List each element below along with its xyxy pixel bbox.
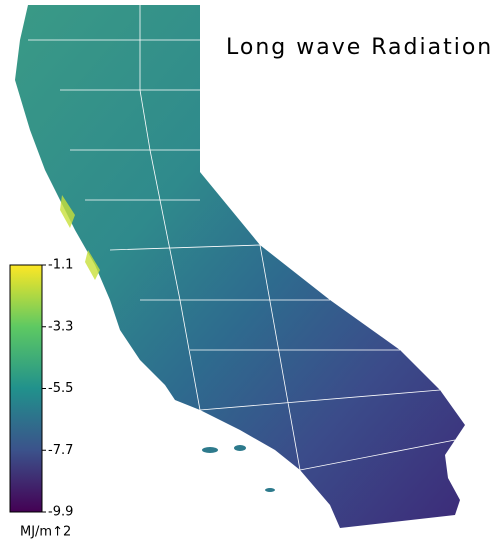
colorbar-label: MJ/m↑2 (20, 525, 71, 540)
colorbar-tick-label: -9.9 (48, 505, 73, 520)
colorbar-tick-label: -7.7 (48, 443, 73, 458)
colorbar-tick-label: -5.5 (48, 381, 73, 396)
colorbar-tick-label: -1.1 (48, 258, 73, 273)
county-lines (28, 5, 456, 471)
colorbar-tick-label: -3.3 (48, 319, 73, 334)
map-title: Long wave Radiation (226, 35, 493, 60)
islands (202, 445, 275, 492)
colorbar (9, 264, 43, 513)
coast-highlight (60, 195, 100, 280)
